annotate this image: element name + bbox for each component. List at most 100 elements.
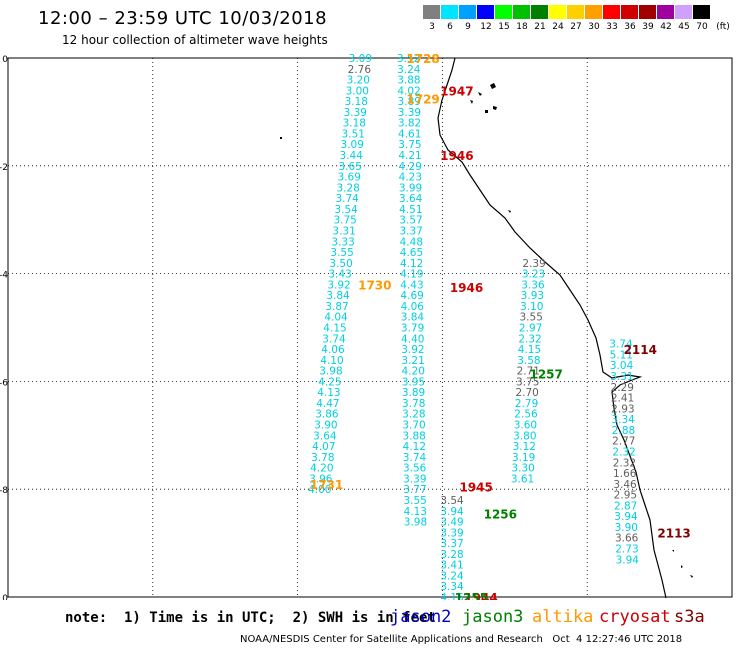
wave-height-value: 4.02 <box>397 85 420 97</box>
legend-swatch <box>675 5 692 19</box>
wave-height-value: 3.28 <box>336 182 359 194</box>
wave-height-value: 4.23 <box>399 172 422 184</box>
legend-label: 21 <box>534 22 546 32</box>
wave-height-value: 3.64 <box>399 193 423 205</box>
wave-height-value: 3.04 <box>610 360 634 372</box>
wave-height-value: 2.95 <box>614 490 637 502</box>
legend-swatch <box>441 5 458 19</box>
legend-label: 15 <box>498 22 510 32</box>
wave-height-value: 3.09 <box>341 139 364 151</box>
wave-height-value: 3.84 <box>401 312 425 324</box>
wave-height-value: 3.09 <box>349 53 372 65</box>
wave-height-value: 3.94 <box>616 554 640 566</box>
legend-swatch <box>531 5 548 19</box>
wave-height-value: 2.93 <box>611 403 634 415</box>
satellite-name-s3a: s3a <box>674 607 705 627</box>
wave-height-value: 4.15 <box>518 344 541 356</box>
legend-unit: (ft) <box>716 22 730 32</box>
wave-height-value: 3.28 <box>440 549 463 561</box>
track-time-label: 2113 <box>657 526 690 540</box>
legend-label: 39 <box>642 22 654 32</box>
wave-height-value: 4.20 <box>402 366 425 378</box>
legend-label: 45 <box>678 22 690 32</box>
wave-height-value: 4.48 <box>400 236 423 248</box>
wave-height-value: 3.37 <box>399 225 422 237</box>
wave-height-value: 2.76 <box>348 64 372 76</box>
wave-height-value: 3.74 <box>609 339 633 351</box>
wave-height-value: 4.15 <box>323 323 346 335</box>
wave-height-value: 3.24 <box>440 570 464 582</box>
track-time-label: 1947 <box>440 84 473 98</box>
wave-height-value: 3.60 <box>514 420 537 432</box>
legend-label: 36 <box>624 22 636 32</box>
wave-height-value: 2.32 <box>518 333 541 345</box>
wave-height-value: 4.61 <box>398 128 421 140</box>
wave-height-value: 3.75 <box>333 215 356 227</box>
wave-height-value: 3.75 <box>398 139 421 151</box>
track-time-label: 1257 <box>529 367 562 381</box>
wave-height-value: 3.90 <box>314 420 337 432</box>
wave-height-value: 2.71 <box>517 366 540 378</box>
wave-height-value: 3.31 <box>332 225 355 237</box>
wave-height-value: 3.82 <box>398 118 421 130</box>
track-time-label: 1729 <box>406 92 439 106</box>
y-tick-label: -4 <box>0 271 8 281</box>
wave-height-value: 4.07 <box>312 441 335 453</box>
wave-height-value: 3.65 <box>339 161 362 173</box>
wave-height-value: 4.47 <box>316 398 339 410</box>
legend-label: 12 <box>480 22 492 32</box>
wave-height-value: 3.10 <box>520 301 543 313</box>
wave-height-value: 3.64 <box>313 430 337 442</box>
legend-swatch <box>657 5 674 19</box>
coastline-path <box>437 57 667 599</box>
track-time-label: 1944 <box>464 591 497 600</box>
wave-height-value: 3.96 <box>309 473 333 485</box>
wave-height-value: 3.74 <box>335 193 359 205</box>
wave-height-value: 3.75 <box>516 376 539 388</box>
satellite-name-jason3: jason3 <box>462 607 524 627</box>
track-time-label: 1728 <box>406 52 439 66</box>
wave-height-value: 4.21 <box>398 150 421 162</box>
wave-height-value: 4.12 <box>403 441 426 453</box>
wave-height-value: 3.66 <box>615 533 639 545</box>
wave-height-value: 3.39 <box>440 527 463 539</box>
legend-label: 6 <box>447 22 453 32</box>
track-time-label: 1946 <box>440 149 473 163</box>
legend-swatch <box>423 5 440 19</box>
wave-height-value: 4.20 <box>310 463 333 475</box>
legend-swatch <box>513 5 530 19</box>
wave-height-value: 3.18 <box>343 118 366 130</box>
y-tick-label: 0 <box>2 55 8 65</box>
wave-height-value: 4.19 <box>400 269 423 281</box>
wave-height-value: 5.11 <box>610 349 633 361</box>
legend-label: 18 <box>516 22 528 32</box>
track-time-label: 2114 <box>624 343 657 357</box>
wave-height-value: 4.13 <box>404 506 427 518</box>
wave-height-value: 4.43 <box>400 279 423 291</box>
wave-height-value: 3.57 <box>399 215 422 227</box>
wave-height-value: 3.51 <box>342 128 365 140</box>
wave-height-value: 3.43 <box>328 269 351 281</box>
wave-height-value: 3.55 <box>403 495 426 507</box>
wave-height-value: 4.06 <box>401 301 425 313</box>
footer-center: NOAA/NESDIS Center for Satellite Applica… <box>240 634 543 645</box>
wave-height-value: 3.33 <box>331 236 354 248</box>
wave-height-value: 4.51 <box>399 204 422 216</box>
wave-height-value: 2.87 <box>614 500 637 512</box>
wave-height-value: 3.37 <box>440 538 463 550</box>
altimeter-map: 3.092.763.203.003.183.393.183.513.093.44… <box>0 52 733 600</box>
legend-label: 33 <box>606 22 618 32</box>
wave-height-value: 3.58 <box>517 355 540 367</box>
wave-height-value: 3.28 <box>402 409 425 421</box>
wave-height-value: 3.34 <box>611 414 635 426</box>
y-tick-label: -10 <box>0 594 8 600</box>
wave-height-value: 3.30 <box>511 463 534 475</box>
grid-lines <box>8 58 732 597</box>
wave-height-value: 3.98 <box>404 517 427 529</box>
wave-height-value: 3.94 <box>440 506 464 518</box>
track-time-labels: 1728 1729 1730 1731 1947 1946 1946 1945 1944 1257… <box>310 52 691 600</box>
legend-label: 27 <box>570 22 582 32</box>
wave-height-value: 3.39 <box>344 107 367 119</box>
wave-height-value: 2.56 <box>514 409 538 421</box>
satellite-name-cryosat: cryosat <box>599 607 671 627</box>
